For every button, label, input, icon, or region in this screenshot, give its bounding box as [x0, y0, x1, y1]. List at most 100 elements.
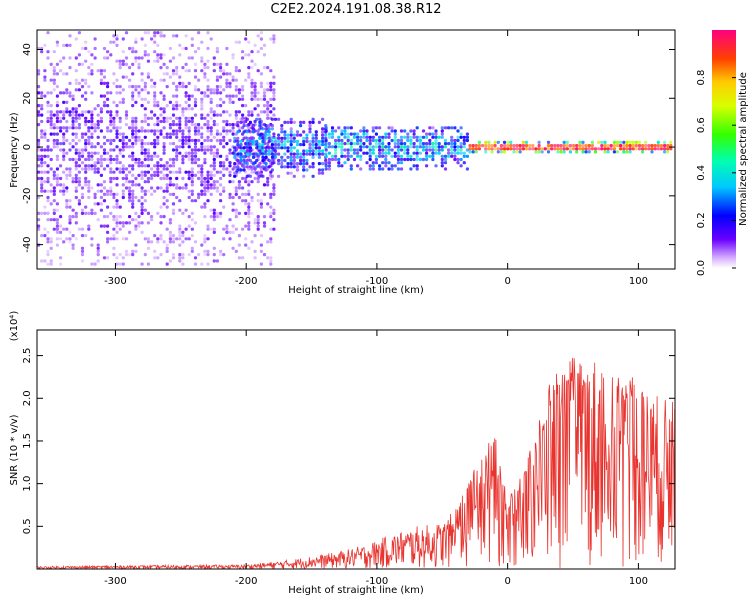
heatmap-cell [115, 126, 119, 130]
heatmap-cell [118, 91, 122, 95]
heatmap-cell [178, 126, 182, 130]
heatmap-cell [581, 144, 585, 148]
heatmap-cell [314, 152, 318, 156]
heatmap-cell [237, 88, 241, 92]
heatmap-cell [421, 135, 426, 139]
heatmap-cell [187, 97, 191, 101]
heatmap-cell [521, 147, 525, 151]
heatmap-cell [259, 81, 263, 85]
heatmap-cell [124, 237, 129, 241]
heatmap-cell [634, 147, 638, 151]
heatmap-cell [209, 91, 213, 95]
heatmap-cell [209, 100, 213, 104]
heatmap-cell [334, 157, 338, 162]
heatmap-cell [387, 132, 391, 136]
heatmap-cell [219, 113, 223, 117]
heatmap-cell [55, 230, 59, 234]
heatmap-cell [118, 161, 122, 165]
heatmap-cell [90, 186, 94, 190]
heatmap-cell [365, 161, 369, 165]
heatmap-cell [184, 91, 188, 95]
heatmap-cell [181, 85, 185, 89]
heatmap-cell [74, 107, 78, 111]
heatmap-cell [46, 148, 50, 152]
heatmap-cell [302, 120, 306, 124]
heatmap-cell [437, 145, 441, 149]
heatmap-cell [115, 85, 119, 89]
heatmap-cell [134, 40, 138, 44]
heatmap-cell [197, 192, 201, 196]
heatmap-cell [200, 100, 204, 104]
heatmap-cell [193, 69, 198, 73]
heatmap-cell [656, 147, 660, 151]
heatmap-cell [425, 145, 429, 149]
heatmap-cell [241, 94, 245, 98]
heatmap-cell [272, 227, 276, 231]
heatmap-cell [146, 148, 150, 152]
heatmap-cell [212, 119, 216, 124]
heatmap-cell [143, 53, 147, 57]
heatmap-cell [171, 142, 176, 146]
heatmap-cell [118, 148, 122, 152]
heatmap-cell [43, 154, 47, 158]
heatmap-cell [456, 129, 460, 133]
heatmap-cell [178, 138, 182, 143]
heatmap-cell [206, 126, 210, 130]
heatmap-cell [222, 100, 226, 104]
heatmap-cell [200, 113, 204, 117]
heatmap-cell [77, 88, 81, 92]
heatmap-cell [231, 202, 235, 206]
heatmap-cell [156, 167, 160, 171]
heatmap-cell [134, 37, 138, 41]
heatmap-cell [46, 138, 50, 143]
heatmap-cell [171, 148, 176, 152]
heatmap-cell [93, 37, 97, 41]
heatmap-cell [190, 148, 194, 152]
y-tick-label: 0.5 [22, 518, 33, 534]
heatmap-cell [121, 195, 125, 200]
heatmap-cell [112, 81, 116, 85]
heatmap-cell [456, 151, 460, 155]
heatmap-cell [597, 147, 601, 151]
heatmap-cell [295, 152, 300, 156]
heatmap-cell [106, 205, 110, 209]
heatmap-cell [384, 145, 388, 149]
heatmap-cell [124, 135, 129, 139]
heatmap-cell [128, 154, 132, 158]
heatmap-cell [219, 211, 223, 215]
heatmap-cell [96, 243, 100, 247]
heatmap-cell [175, 148, 179, 152]
heatmap-cell [493, 147, 497, 151]
heatmap-cell [206, 138, 210, 143]
heatmap-cell [171, 94, 176, 98]
heatmap-cell [270, 158, 274, 163]
heatmap-cell [225, 62, 229, 66]
heatmap-cell [140, 221, 144, 225]
heatmap-cell [59, 230, 63, 234]
heatmap-cell [262, 110, 267, 114]
heatmap-cell [239, 158, 243, 163]
heatmap-cell [209, 97, 213, 101]
heatmap-cell [219, 62, 223, 66]
heatmap-cell [156, 59, 160, 63]
heatmap-cell [251, 130, 256, 134]
heatmap-cell [200, 183, 204, 187]
heatmap-cell [115, 34, 119, 38]
heatmap-cell [428, 132, 432, 136]
heatmap-cell [625, 147, 629, 151]
heatmap-cell [327, 164, 331, 168]
heatmap-cell [465, 154, 469, 158]
heatmap-cell [418, 142, 422, 146]
heatmap-cell [140, 138, 144, 143]
heatmap-cell [162, 145, 166, 149]
heatmap-cell [244, 237, 248, 241]
heatmap-cell [277, 152, 281, 156]
heatmap-cell [256, 113, 260, 117]
heatmap-cell [277, 136, 281, 140]
heatmap-cell [178, 237, 182, 241]
heatmap-cell [68, 215, 72, 219]
heatmap-cell [637, 144, 642, 148]
heatmap-cell [140, 142, 144, 146]
heatmap-cell [109, 138, 113, 143]
heatmap-cell [96, 161, 100, 165]
